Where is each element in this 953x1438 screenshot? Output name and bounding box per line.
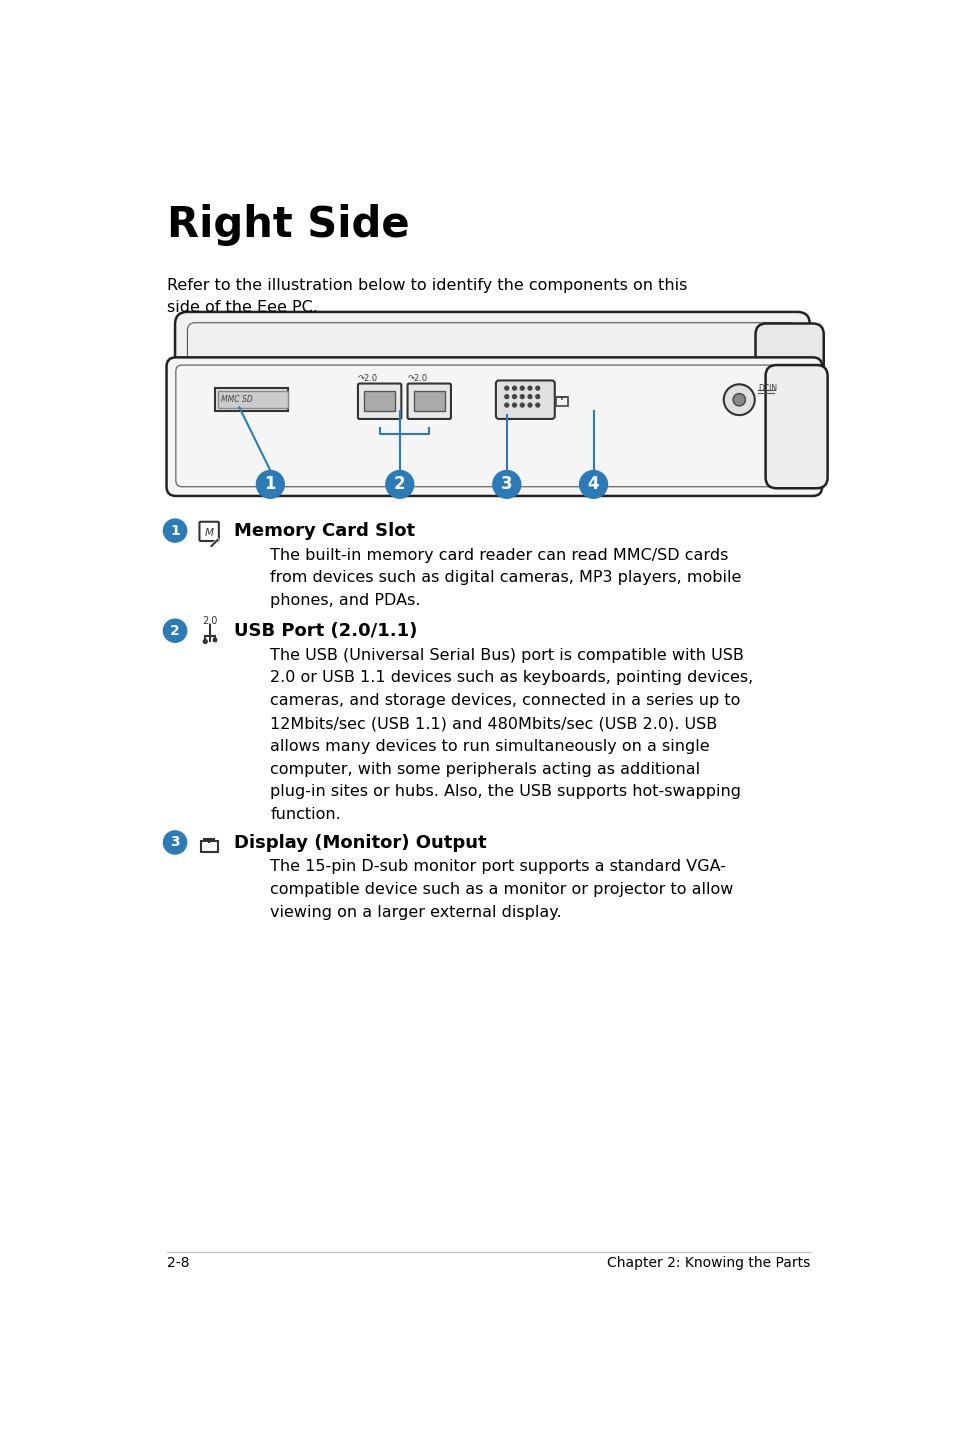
FancyBboxPatch shape xyxy=(755,324,822,381)
FancyBboxPatch shape xyxy=(167,358,821,496)
Circle shape xyxy=(512,387,516,390)
Circle shape xyxy=(519,403,523,407)
Circle shape xyxy=(504,403,508,407)
FancyBboxPatch shape xyxy=(407,384,451,418)
Circle shape xyxy=(579,470,607,499)
Circle shape xyxy=(493,470,520,499)
Text: 1: 1 xyxy=(264,476,275,493)
Text: M: M xyxy=(205,528,213,538)
Bar xyxy=(555,397,567,406)
Text: 3: 3 xyxy=(500,476,512,493)
Bar xyxy=(218,391,288,408)
Circle shape xyxy=(536,387,539,390)
Circle shape xyxy=(504,394,508,398)
Circle shape xyxy=(519,387,523,390)
Circle shape xyxy=(504,387,508,390)
Bar xyxy=(213,637,216,641)
Text: Right Side: Right Side xyxy=(167,204,410,246)
Circle shape xyxy=(536,403,539,407)
Text: The USB (Universal Serial Bus) port is compatible with USB
2.0 or USB 1.1 device: The USB (Universal Serial Bus) port is c… xyxy=(270,647,753,823)
Circle shape xyxy=(528,387,532,390)
Text: The 15-pin D-sub monitor port supports a standard VGA-
compatible device such as: The 15-pin D-sub monitor port supports a… xyxy=(270,860,733,920)
Circle shape xyxy=(536,394,539,398)
Circle shape xyxy=(528,394,532,398)
FancyBboxPatch shape xyxy=(174,312,809,385)
FancyBboxPatch shape xyxy=(357,384,401,418)
Text: Display (Monitor) Output: Display (Monitor) Output xyxy=(233,834,486,853)
Circle shape xyxy=(512,403,516,407)
Bar xyxy=(364,391,395,411)
Text: USB Port (2.0/1.1): USB Port (2.0/1.1) xyxy=(233,623,416,640)
Bar xyxy=(214,388,288,411)
Text: DCIN: DCIN xyxy=(757,384,776,393)
Circle shape xyxy=(163,831,187,854)
FancyBboxPatch shape xyxy=(765,365,827,489)
Circle shape xyxy=(732,394,744,406)
Text: Refer to the illustration below to identify the components on this
side of the E: Refer to the illustration below to ident… xyxy=(167,278,687,315)
Circle shape xyxy=(519,394,523,398)
Text: The built-in memory card reader can read MMC/SD cards
from devices such as digit: The built-in memory card reader can read… xyxy=(270,548,741,608)
Text: Memory Card Slot: Memory Card Slot xyxy=(233,522,415,541)
Text: 2-8: 2-8 xyxy=(167,1255,190,1270)
FancyBboxPatch shape xyxy=(496,381,555,418)
Text: 4: 4 xyxy=(587,476,598,493)
Circle shape xyxy=(723,384,754,416)
Text: ↷2.0: ↷2.0 xyxy=(357,374,377,384)
Circle shape xyxy=(528,403,532,407)
Text: ↷2.0: ↷2.0 xyxy=(407,374,427,384)
Text: 1: 1 xyxy=(170,523,180,538)
Text: 2.0: 2.0 xyxy=(202,617,217,627)
Circle shape xyxy=(203,640,207,643)
Text: 2: 2 xyxy=(170,624,180,637)
Circle shape xyxy=(512,394,516,398)
Circle shape xyxy=(385,470,414,499)
Text: MMC SD: MMC SD xyxy=(220,395,253,404)
Bar xyxy=(200,841,217,851)
Text: Chapter 2: Knowing the Parts: Chapter 2: Knowing the Parts xyxy=(607,1255,810,1270)
Bar xyxy=(414,391,444,411)
Circle shape xyxy=(163,519,187,542)
Text: 3: 3 xyxy=(170,835,180,850)
Text: 2: 2 xyxy=(394,476,405,493)
Circle shape xyxy=(163,620,187,643)
Circle shape xyxy=(256,470,284,499)
